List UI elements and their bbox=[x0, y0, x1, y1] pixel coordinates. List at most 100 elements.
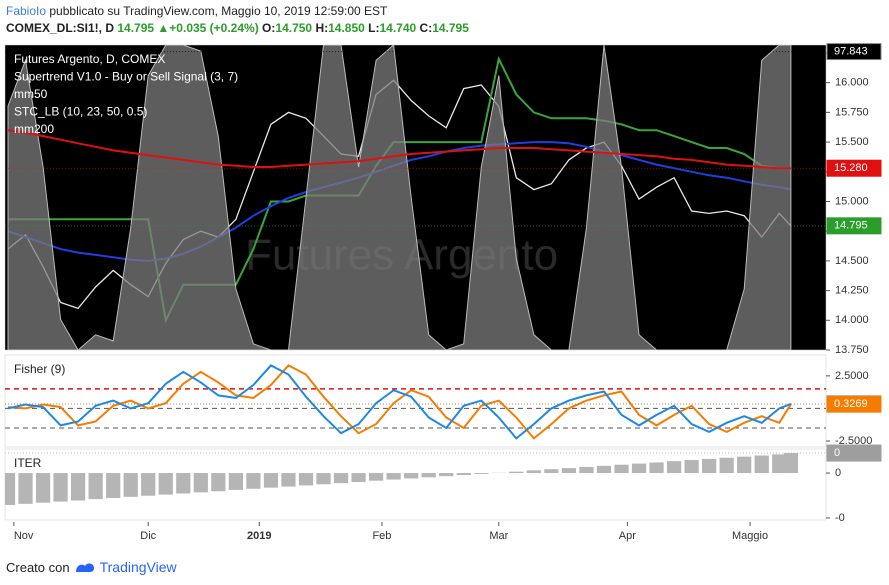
y-tick-label: 14.250 bbox=[835, 284, 869, 296]
x-tick-label: Mar bbox=[489, 530, 508, 542]
arrow: ▲ bbox=[157, 21, 170, 35]
x-tick-label: Feb bbox=[372, 530, 391, 542]
bar bbox=[141, 473, 156, 496]
y-tick-label: 0 bbox=[835, 467, 841, 479]
bar bbox=[333, 473, 349, 484]
last: 14.795 bbox=[117, 21, 155, 35]
price-marker-label: 0 bbox=[834, 447, 840, 459]
bar bbox=[684, 460, 699, 474]
footer-brand[interactable]: TradingView bbox=[99, 559, 177, 575]
bar bbox=[263, 473, 279, 488]
bar bbox=[561, 468, 577, 474]
open-label: O: bbox=[262, 21, 276, 35]
bar bbox=[526, 470, 541, 474]
price-marker bbox=[826, 159, 882, 177]
bar bbox=[666, 461, 682, 474]
plot-area: Futures Argento bbox=[5, 45, 826, 350]
bar bbox=[106, 473, 121, 498]
published: pubblicato su TradingView.com, Maggio 10… bbox=[49, 4, 388, 18]
bar bbox=[123, 473, 138, 497]
header: FabioIo pubblicato su TradingView.com, M… bbox=[6, 4, 387, 18]
pane-title: Fisher (9) bbox=[14, 362, 65, 376]
y-tick-label: 14.000 bbox=[835, 314, 869, 326]
x-tick-label: 2019 bbox=[247, 530, 271, 542]
low: 14.740 bbox=[379, 21, 417, 35]
symbol: COMEX_DL:SI1!, D bbox=[6, 21, 115, 35]
bar bbox=[754, 455, 769, 474]
open: 14.750 bbox=[275, 21, 313, 35]
bar bbox=[386, 473, 401, 480]
y-tick-label: 13.750 bbox=[835, 344, 869, 356]
price-marker bbox=[826, 395, 882, 413]
bar bbox=[35, 473, 51, 503]
legend-entry: mm50 bbox=[14, 87, 48, 101]
bar bbox=[298, 473, 314, 486]
bar bbox=[193, 473, 208, 493]
price-marker-label: 14.795 bbox=[834, 220, 868, 232]
bar bbox=[71, 473, 86, 501]
low-label: L: bbox=[368, 21, 380, 35]
change: +0.035 (+0.24%) bbox=[169, 21, 259, 35]
legend-entry: STC_LB (10, 23, 50, 0.5) bbox=[14, 105, 147, 119]
plot-area bbox=[5, 364, 826, 440]
y-tick-label: 15.750 bbox=[835, 106, 869, 118]
legend-entry: mm200 bbox=[14, 122, 54, 136]
x-tick-label: Nov bbox=[14, 530, 34, 542]
bar bbox=[228, 473, 243, 490]
bar bbox=[509, 471, 524, 474]
price-marker-label: 0.3269 bbox=[834, 398, 868, 410]
y-tick-label: 2.5000 bbox=[835, 370, 869, 382]
price-marker bbox=[826, 444, 882, 462]
bar bbox=[316, 473, 331, 485]
quote: COMEX_DL:SI1!, D 14.795 ▲+0.035 (+0.24%)… bbox=[6, 21, 469, 35]
bar bbox=[351, 473, 366, 483]
bar bbox=[404, 473, 419, 479]
price-marker-label: 15.280 bbox=[834, 162, 868, 174]
y-tick-label: 15.500 bbox=[835, 136, 869, 148]
pane-title: ITER bbox=[14, 456, 42, 470]
bar bbox=[5, 473, 16, 505]
line bbox=[7, 129, 791, 170]
plot-area bbox=[5, 452, 826, 505]
bar bbox=[456, 473, 471, 476]
author[interactable]: FabioIo bbox=[6, 4, 47, 18]
bar bbox=[772, 454, 787, 474]
bar bbox=[596, 465, 612, 474]
x-tick-label: Apr bbox=[619, 530, 636, 542]
y-tick-label: 15.000 bbox=[835, 195, 869, 207]
bar bbox=[368, 473, 384, 481]
legend-entry: Supertrend V1.0 - Buy or Sell Signal (3,… bbox=[14, 70, 238, 84]
line bbox=[7, 364, 792, 440]
price-marker-label: 97.843 bbox=[834, 45, 868, 57]
bar bbox=[421, 473, 436, 478]
area bbox=[7, 45, 792, 350]
bar bbox=[158, 473, 173, 495]
price-marker bbox=[826, 217, 882, 235]
bar bbox=[439, 473, 454, 477]
bar bbox=[649, 462, 664, 474]
bar bbox=[18, 473, 33, 504]
bar bbox=[544, 469, 559, 474]
close-label: C: bbox=[419, 21, 433, 35]
footer-prefix: Creato con bbox=[6, 559, 70, 575]
y-tick-label: 16.000 bbox=[835, 77, 869, 89]
bar bbox=[783, 453, 799, 474]
y-tick-label: 14.500 bbox=[835, 255, 869, 267]
bar bbox=[246, 473, 261, 489]
price-marker bbox=[826, 43, 882, 61]
line bbox=[7, 364, 792, 440]
footer: Creato con TradingView bbox=[6, 559, 177, 575]
logo[interactable] bbox=[74, 560, 96, 574]
bar bbox=[53, 473, 68, 502]
bar bbox=[631, 463, 647, 474]
pane-title: Futures Argento, D, COMEX bbox=[14, 52, 165, 66]
bar bbox=[88, 473, 103, 500]
bar bbox=[579, 466, 594, 474]
bar bbox=[737, 456, 752, 474]
bar bbox=[702, 458, 717, 474]
high: 14.850 bbox=[328, 21, 365, 35]
x-tick-label: Dic bbox=[140, 530, 156, 542]
x-tick-label: Maggio bbox=[732, 530, 768, 542]
close: 14.795 bbox=[432, 21, 469, 35]
